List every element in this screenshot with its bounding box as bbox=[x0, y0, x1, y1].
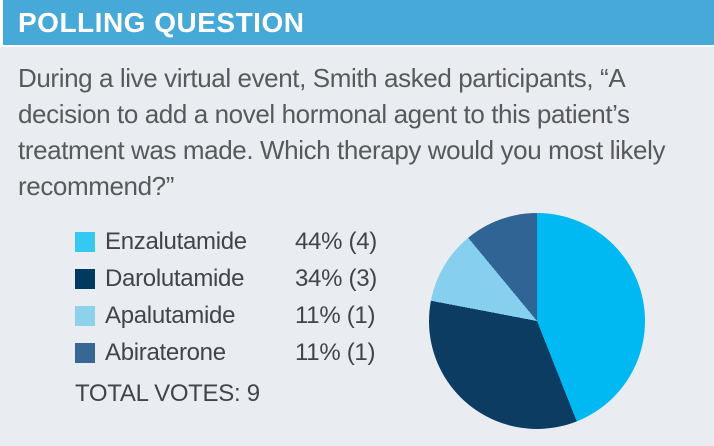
legend-color-swatch bbox=[75, 231, 95, 252]
legend-color-swatch bbox=[75, 268, 95, 289]
question-text: During a live virtual event, Smith asked… bbox=[18, 63, 666, 201]
legend-item-value: 44% (4) bbox=[295, 227, 377, 255]
pie-chart bbox=[429, 213, 645, 429]
legend-color-swatch bbox=[75, 305, 95, 326]
legend-item-label: Apalutamide bbox=[105, 301, 236, 329]
legend-item: Apalutamide 11% (1) bbox=[75, 297, 377, 334]
card-body: During a live virtual event, Smith asked… bbox=[0, 47, 714, 446]
legend-item: Abiraterone 11% (1) bbox=[75, 334, 377, 371]
card-header: POLLING QUESTION bbox=[3, 0, 714, 45]
poll-results-legend: Enzalutamide 44% (4) Darolutamide 34% (3… bbox=[75, 223, 377, 371]
card-title: POLLING QUESTION bbox=[18, 6, 305, 38]
legend-item-label: Darolutamide bbox=[105, 264, 245, 292]
legend-item-label: Enzalutamide bbox=[105, 227, 247, 255]
legend-item-value: 11% (1) bbox=[295, 338, 376, 366]
legend-color-swatch bbox=[75, 342, 95, 363]
legend-item: Darolutamide 34% (3) bbox=[75, 260, 377, 297]
legend-item-value: 34% (3) bbox=[295, 264, 377, 292]
legend-item-value: 11% (1) bbox=[295, 301, 376, 329]
legend-item: Enzalutamide 44% (4) bbox=[75, 223, 377, 260]
legend-item-label: Abiraterone bbox=[105, 338, 226, 366]
total-votes-label: TOTAL VOTES: 9 bbox=[75, 380, 260, 407]
